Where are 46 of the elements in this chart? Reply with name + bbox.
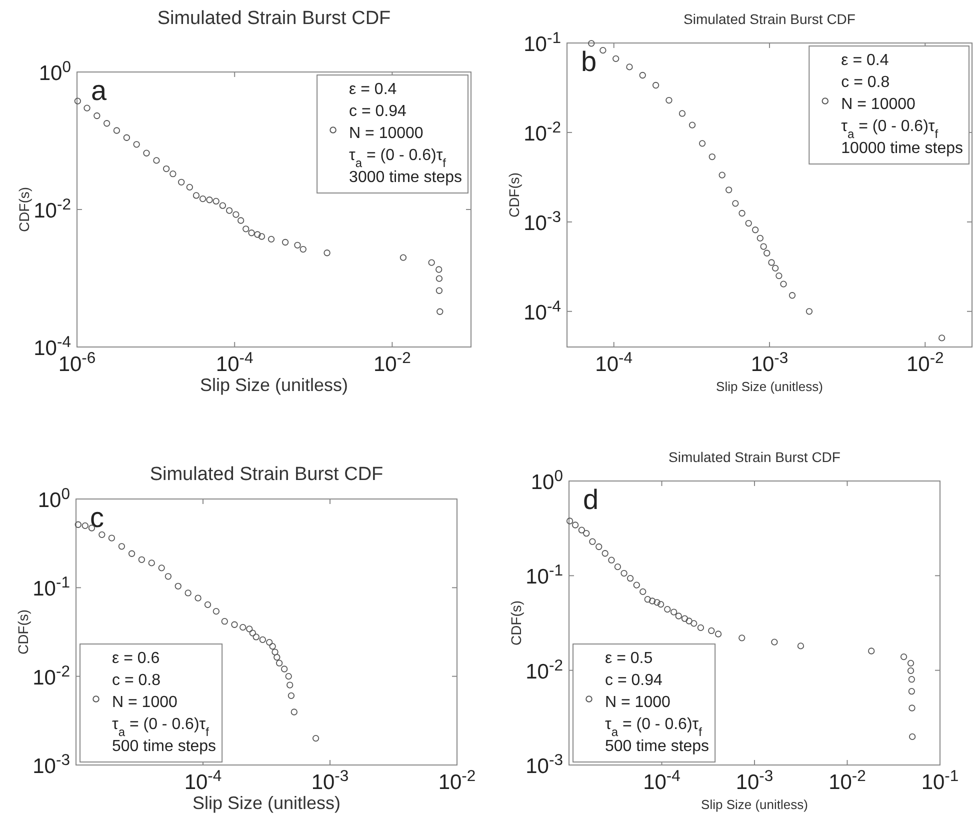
x-tick-label: 10$^{-2}$ [906,350,944,376]
y-axis-title: CDF(s) [506,172,522,218]
chart-title: Simulated Strain Burst CDF [150,464,384,485]
x-tick-label: 10$^{-3}$ [311,768,349,794]
x-tick-label: 10$^{-3}$ [736,768,774,794]
x-tick-label: 10$^{-4}$ [184,768,222,794]
y-tick-label: 10$^{-2}$ [32,662,70,690]
annotation: d [583,484,599,515]
y-tick-label: 10$^{-3}$ [32,752,70,778]
chart-title: Simulated Strain Burst CDF [668,449,840,465]
y-axis-title: CDF(s) [16,186,32,232]
legend-label: ε = 0.6 c = 0.8 N = 1000 τ$_{a}$ = (0 - 0.6)τ$_{f}$ 500 time steps [112,650,216,755]
x-tick-label: 10$^{-2}$ [374,350,411,376]
y-tick-label: 10$^{-1}$ [526,562,563,589]
annotation: b [581,46,597,77]
y-tick-label: 10$^{-1}$ [32,574,70,601]
x-tick-label: 10$^{-4}$ [595,350,633,376]
legend-label: ε = 0.4 c = 0.8 N = 10000 τ$_{a}$ = (0 - 0.6)τ$_{f}$ 10000 time steps [841,52,963,157]
chart-title: Simulated Strain Burst CDF [157,8,391,29]
y-tick-label: 10$^{-2}$ [526,656,563,684]
legend-label: ε = 0.5 c = 0.94 N = 1000 τ$_{a}$ = (0 - 0.6)τ$_{f}$ 500 time steps [605,650,710,755]
chart-title: Simulated Strain Burst CDF [684,11,856,27]
x-axis-title: Slip Size (unitless) [200,375,348,395]
y-tick-label: 10$^{-1}$ [524,30,561,56]
x-tick-label: 10$^{-1}$ [921,768,959,794]
y-tick-label: 10$^{0}$ [38,58,72,85]
legend-label: ε = 0.4 c = 0.94 N = 10000 τ$_{a}$ = (0 - 0.6)τ$_{f}$ 3000 time steps [349,81,462,186]
y-axis-title: CDF(s) [508,600,524,646]
x-axis-title: Slip Size (unitless) [701,797,808,812]
x-tick-label: 10$^{-3}$ [750,350,788,376]
annotation: c [90,502,104,533]
x-tick-label: 10$^{-4}$ [643,768,681,794]
x-tick-label: 10$^{-2}$ [438,768,476,794]
x-axis-title: Slip Size (unitless) [716,379,823,394]
annotation: a [91,75,107,106]
y-tick-label: 10$^{-3}$ [524,208,562,235]
y-tick-label: 10$^{-2}$ [524,118,561,146]
y-tick-label: 10$^{-3}$ [526,752,564,778]
x-tick-label: 10$^{-4}$ [216,350,254,376]
y-tick-label: 10$^{0}$ [530,468,564,494]
x-axis-title: Slip Size (unitless) [192,793,341,813]
y-tick-label: 10$^{-2}$ [34,196,71,222]
y-tick-label: 10$^{0}$ [38,486,70,512]
x-tick-label: 10$^{-2}$ [828,768,866,794]
y-tick-label: 10$^{-4}$ [524,298,562,324]
y-axis-title: CDF(s) [15,609,31,655]
